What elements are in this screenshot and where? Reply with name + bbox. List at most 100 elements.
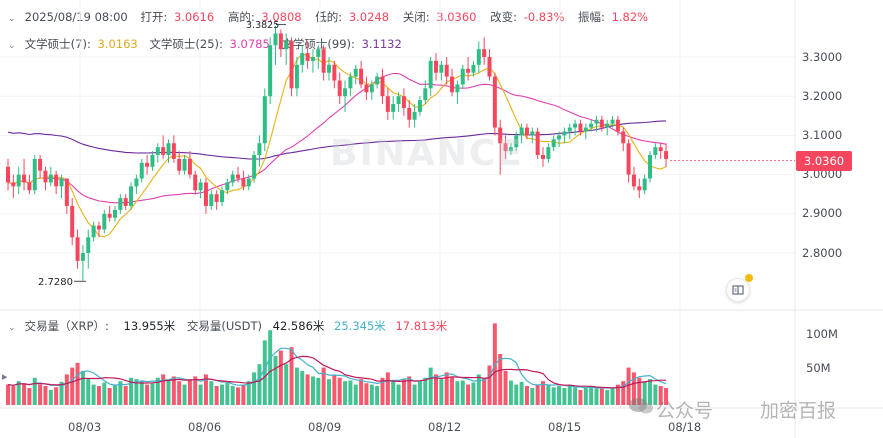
volume-bar [214,385,219,405]
candle-body [27,182,32,191]
collapse-chevron-icon[interactable]: ⌄ [8,14,16,24]
candle-body [145,162,150,167]
candle-body [113,209,117,218]
volume-bar [54,387,59,405]
expand-panel-icon[interactable]: ▸ [2,370,8,383]
volume-collapse-chevron-icon[interactable]: ⌄ [8,323,16,333]
ma7-line [7,52,667,238]
volume-bar [252,372,257,405]
volume-bar [396,384,401,405]
volume-bar [637,377,642,405]
volume-bar [257,364,262,405]
volume-bar [177,381,182,405]
ohlc-header: ⌄ 2025/08/19 08:00 打开: 3.0616 高的: 3.0808… [8,9,651,25]
ma25-value: 3.0785 [229,37,270,51]
candle-body [412,111,417,120]
volume-bar [332,374,337,405]
candle-body [401,96,406,108]
volume-bar [289,347,294,405]
volume-bar [508,380,513,405]
volume-bar [150,383,155,405]
min-price-label: 2.7280 [38,277,73,288]
candle-body [70,205,75,238]
volume-tick: 100M [806,327,838,341]
candle-body [6,166,10,183]
volume-bar [38,384,43,405]
footer-watermark-text-1: 公众号 [656,400,714,422]
candle-body [648,155,652,179]
volume-bar [369,384,374,405]
candle-body [332,64,337,81]
candle-body [209,194,214,206]
candle-body [48,174,53,183]
candle-body [86,237,91,253]
candle-body [123,198,128,206]
candle-body [305,53,310,61]
candle-body [310,57,315,61]
volume-bar [337,377,342,405]
candle-body [589,123,594,128]
volume-bar [460,380,465,405]
ma-legend: ⌄ 文学硕士(7): 3.0163 文学硕士(25): 3.0785 文学硕士(… [8,36,405,52]
candle-body [391,104,396,112]
candle-body [610,119,615,124]
volume-bar [203,374,208,405]
volume-bar [385,372,390,405]
volume-bar [471,382,476,405]
candle-body [348,76,353,89]
volume-bar [546,384,551,405]
candle-body [653,147,658,155]
volume-bar [198,384,203,405]
volume-xrp-value: 13.955米 [123,319,176,333]
candle-body [503,143,508,152]
candle-body [599,119,604,128]
volume-bar [578,390,583,405]
volume-bar [551,387,556,405]
volume-bar [487,365,492,405]
volume-bar [631,372,636,405]
volume-bar [615,384,620,405]
volume-bar [182,384,187,405]
volume-bar [310,376,315,405]
candle-body [107,213,112,218]
candle-body [166,143,171,155]
candle-body [155,147,160,155]
candle-body [476,49,481,65]
volume-bar [391,381,396,405]
order-book-toggle-button[interactable] [726,274,753,302]
candle-body [450,76,455,93]
candle-body [246,178,251,187]
volume-bar [171,376,176,405]
max-price-label: 3.3825 [246,20,280,31]
volume-bar [294,367,299,405]
candle-body [118,198,123,210]
candle-body [664,151,669,159]
price-tick: 2.8000 [802,246,843,260]
volume-bar [305,374,310,405]
footer-watermark-text-2: 加密百报 [760,400,837,422]
candle-body [514,135,519,148]
candle-body [220,190,224,203]
volume-bar [621,381,626,405]
ma7-label: 文学硕士(7): [24,37,91,51]
date-tick: 08/03 [68,420,102,434]
volume-bar [241,384,246,405]
high-label: 高的: [227,10,255,24]
volume-bar [11,385,16,405]
amplitude-value: 1.82% [611,10,649,24]
candle-body [508,147,513,152]
candle-body [380,76,385,97]
ma-collapse-chevron-icon[interactable]: ⌄ [8,41,16,51]
candle-body [621,131,626,144]
candle-body [594,119,599,124]
volume-bar [139,380,144,405]
candle-body [193,174,198,191]
wechat-watermark-icon [628,396,654,421]
volume-bar [401,379,406,405]
candle-body [96,225,101,230]
volume-bar [605,390,610,405]
volume-bar [514,384,519,405]
volume-bar [91,384,96,405]
volume-bar [434,374,438,405]
